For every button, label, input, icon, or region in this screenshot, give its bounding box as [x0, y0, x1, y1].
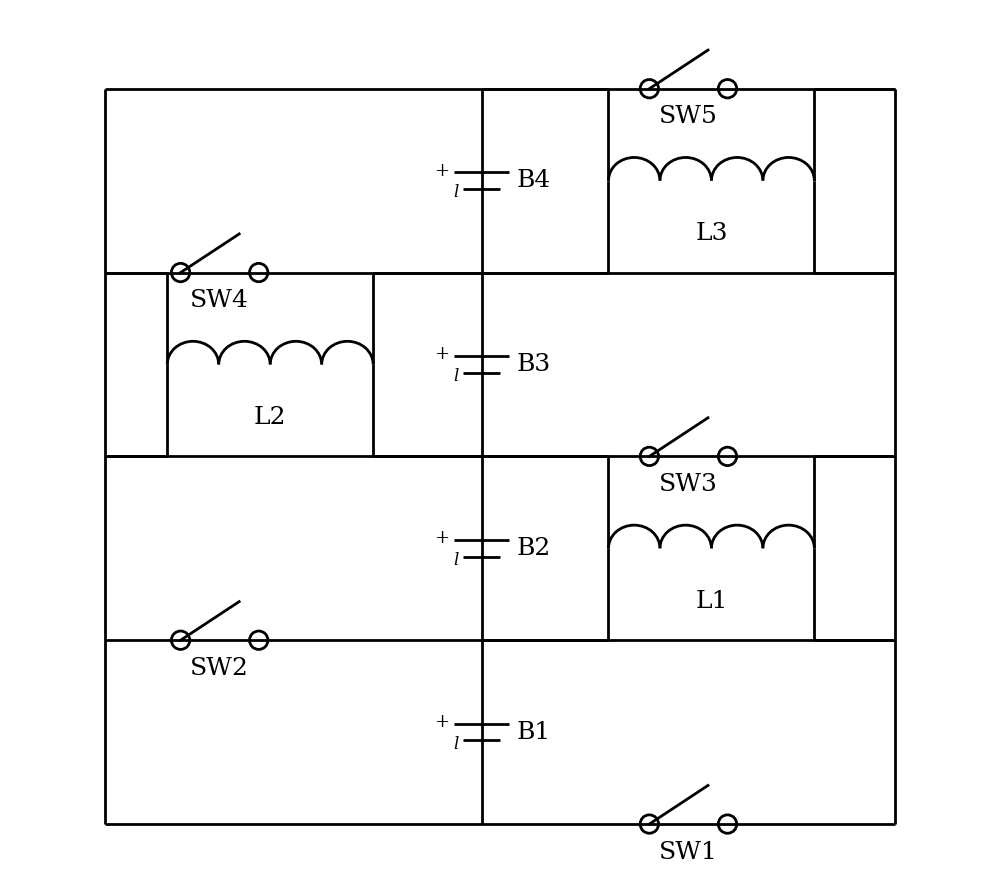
- Text: B2: B2: [517, 537, 551, 560]
- Text: +: +: [434, 713, 449, 731]
- Text: l: l: [453, 184, 459, 201]
- Text: B3: B3: [517, 353, 551, 376]
- Text: SW5: SW5: [659, 105, 718, 128]
- Text: SW1: SW1: [659, 841, 718, 864]
- Text: l: l: [453, 736, 459, 752]
- Text: L2: L2: [254, 406, 286, 429]
- Text: B4: B4: [517, 169, 551, 192]
- Text: +: +: [434, 345, 449, 364]
- Text: +: +: [434, 529, 449, 548]
- Text: SW3: SW3: [659, 473, 718, 496]
- Text: l: l: [453, 552, 459, 569]
- Text: SW4: SW4: [190, 289, 249, 312]
- Text: L3: L3: [695, 222, 728, 245]
- Text: B1: B1: [517, 721, 551, 744]
- Text: SW2: SW2: [190, 657, 249, 680]
- Text: +: +: [434, 161, 449, 180]
- Text: l: l: [453, 368, 459, 385]
- Text: L1: L1: [695, 590, 728, 612]
